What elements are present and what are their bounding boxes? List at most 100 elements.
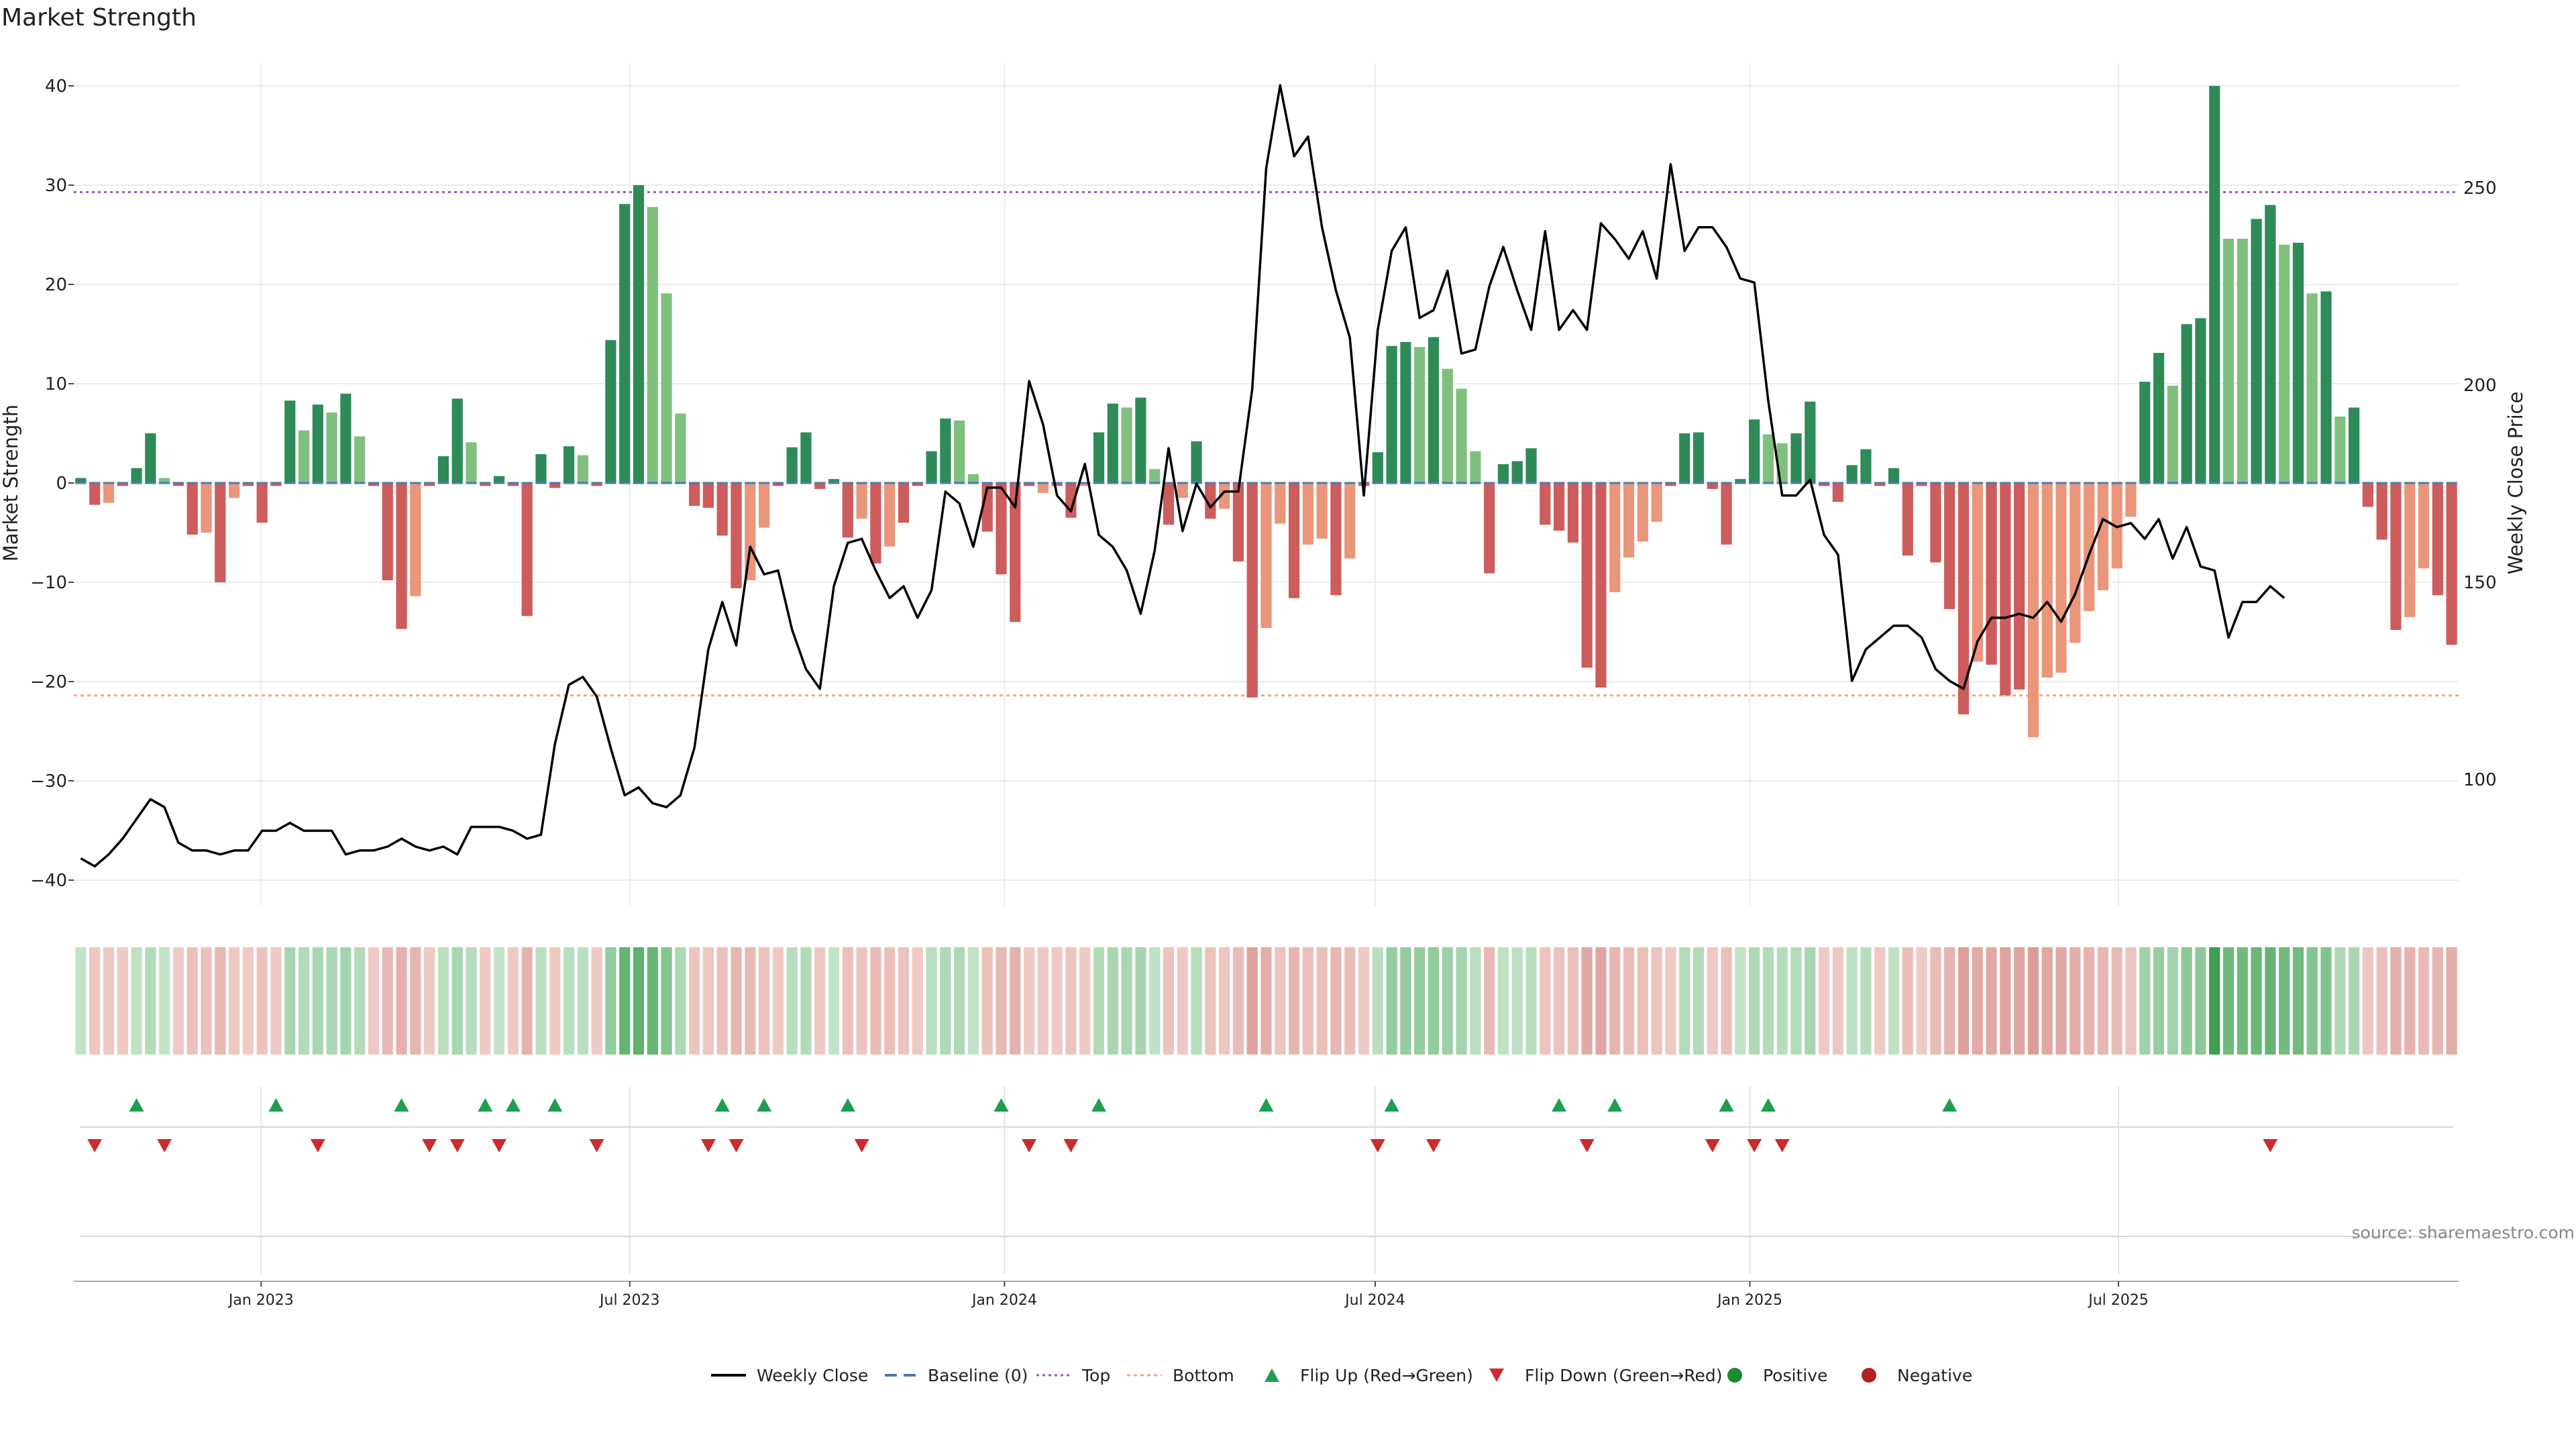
strength-bar: [368, 483, 380, 486]
heat-cell: [1930, 947, 1941, 1055]
strength-bar: [2418, 483, 2430, 569]
strength-bar: [2070, 483, 2081, 643]
heat-cell: [2222, 947, 2235, 1055]
heat-cell: [1135, 947, 1146, 1055]
strength-bar: [563, 446, 575, 483]
heat-cell: [1232, 947, 1244, 1055]
heat-cell: [1665, 947, 1676, 1055]
flip-down-marker: [1063, 1139, 1079, 1152]
flip-up-marker: [1091, 1098, 1107, 1112]
heat-cell: [731, 947, 742, 1055]
legend-swatch-negative: [1862, 1368, 1876, 1383]
heat-cell: [298, 947, 310, 1055]
strength-bar: [1093, 432, 1105, 483]
heat-cell: [800, 947, 812, 1055]
strength-bar: [2083, 483, 2095, 611]
strength-bar: [1762, 434, 1774, 483]
flip-down-marker: [157, 1139, 172, 1152]
strength-bar: [967, 474, 979, 483]
strength-bar: [1972, 483, 1983, 662]
heat-cell: [1860, 947, 1872, 1055]
y2-axis-ticks: 250 200 150 100: [2463, 178, 2497, 790]
heat-cell: [2083, 947, 2095, 1055]
heat-cell: [1414, 947, 1426, 1055]
heat-cell: [1567, 947, 1578, 1055]
heat-cell: [117, 947, 128, 1055]
heat-cell: [2334, 947, 2346, 1055]
strength-bar: [2251, 219, 2262, 483]
heat-cell: [103, 947, 115, 1055]
heat-cell: [340, 947, 352, 1055]
strength-bar: [1818, 483, 1830, 486]
flip-up-marker: [757, 1098, 772, 1112]
heat-cell: [1874, 947, 1886, 1055]
strength-bar: [2014, 483, 2025, 690]
strength-bar: [242, 483, 254, 486]
heat-cell: [2139, 947, 2151, 1055]
strength-bar: [2153, 353, 2165, 483]
heat-cell: [1428, 947, 1440, 1055]
strength-bar: [2334, 416, 2346, 483]
heat-cell: [2265, 947, 2276, 1055]
strength-bar: [1511, 461, 1523, 483]
strength-bar: [912, 483, 923, 486]
strength-bar: [145, 433, 156, 483]
heat-cell: [1749, 947, 1760, 1055]
strength-bar: [2292, 242, 2304, 483]
strength-bar: [1316, 483, 1328, 539]
heat-cell: [1275, 947, 1286, 1055]
strength-bar: [731, 483, 742, 588]
flip-markers: [74, 1098, 2459, 1282]
heat-cell: [996, 947, 1007, 1055]
strength-bar: [1121, 407, 1132, 483]
strength-bar: [256, 483, 268, 523]
heat-cell: [186, 947, 198, 1055]
legend-label: Flip Up (Red→Green): [1300, 1366, 1473, 1385]
strength-bar: [1288, 483, 1300, 598]
heat-cell: [1525, 947, 1537, 1055]
strength-bar: [1010, 483, 1021, 623]
heat-cell: [1484, 947, 1495, 1055]
strength-bar: [2125, 483, 2137, 517]
heat-cell: [1721, 947, 1732, 1055]
heat-cell: [1400, 947, 1411, 1055]
heat-cell: [1316, 947, 1328, 1055]
strength-bar: [1163, 483, 1175, 525]
heat-cell: [410, 947, 421, 1055]
legend-swatch-flip-down: [1489, 1368, 1504, 1382]
heat-cell: [1972, 947, 1983, 1055]
strength-bar: [1665, 483, 1676, 486]
heat-cell: [1037, 947, 1049, 1055]
strength-bar: [954, 420, 965, 483]
heat-cell: [689, 947, 700, 1055]
strength-bar: [1302, 483, 1313, 545]
strength-bar: [2027, 483, 2039, 737]
heat-cell: [2279, 947, 2290, 1055]
heat-cell: [228, 947, 240, 1055]
legend-item: Weekly Close: [711, 1366, 868, 1385]
flip-up-marker: [547, 1098, 563, 1112]
strength-bar: [940, 418, 951, 483]
heat-cell: [2181, 947, 2192, 1055]
legend-swatch-flip-up: [1265, 1368, 1279, 1382]
heat-cell: [1497, 947, 1509, 1055]
strength-bar: [1023, 483, 1035, 486]
strength-bar: [1442, 368, 1453, 483]
heat-cell: [535, 947, 547, 1055]
heat-cell: [1330, 947, 1342, 1055]
heat-cell: [745, 947, 756, 1055]
strength-bar: [1400, 341, 1411, 483]
strength-bar: [228, 483, 240, 498]
heat-cell: [1805, 947, 1816, 1055]
flip-up-marker: [1384, 1098, 1399, 1112]
legend-label: Positive: [1763, 1366, 1827, 1385]
strength-bar: [1749, 419, 1760, 483]
strength-bar: [340, 393, 352, 483]
strength-bar: [1191, 441, 1202, 483]
heat-cell: [1010, 947, 1021, 1055]
strength-bar: [1609, 483, 1621, 592]
heat-cell: [172, 947, 184, 1055]
y-tick-label: −10: [30, 573, 67, 593]
heat-cell: [2167, 947, 2178, 1055]
flip-down-marker: [449, 1139, 465, 1152]
